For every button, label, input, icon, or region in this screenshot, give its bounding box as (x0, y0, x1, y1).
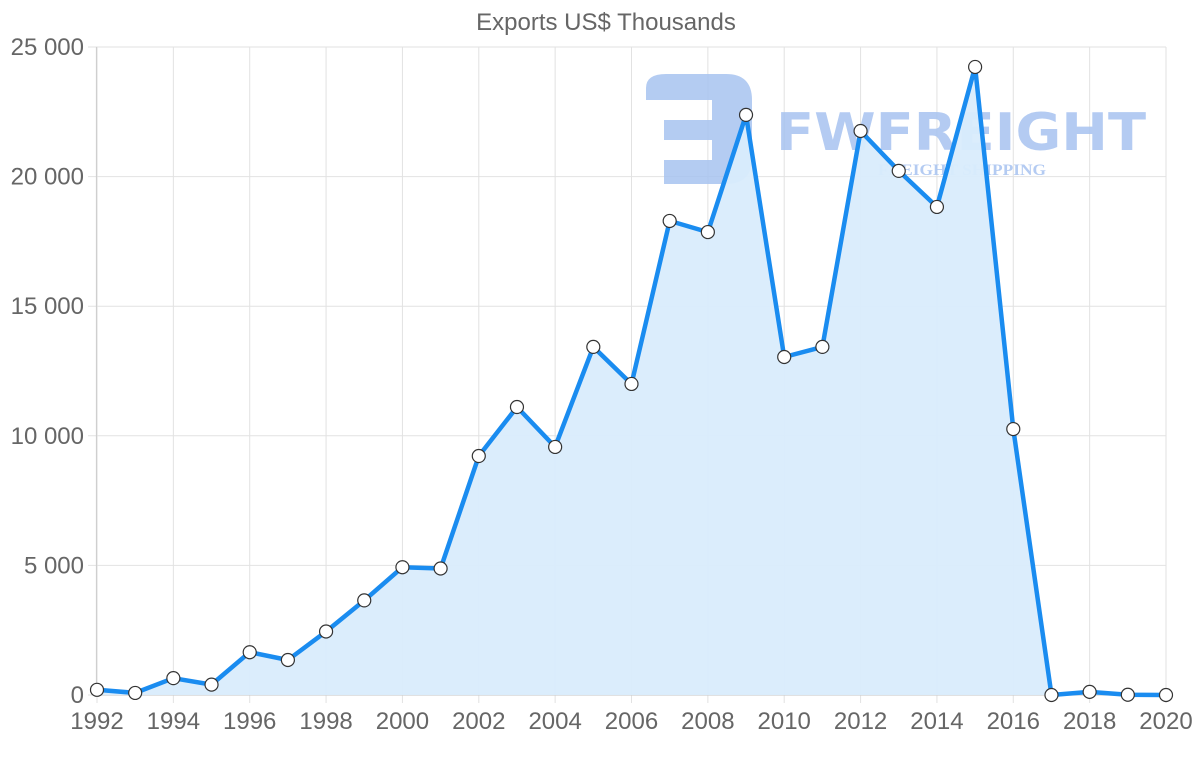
chart-title: Exports US$ Thousands (476, 9, 736, 36)
data-point-2008[interactable] (700, 224, 715, 240)
data-point-2009[interactable] (738, 107, 754, 123)
x-tick-label: 2018 (1063, 708, 1116, 735)
x-tick-label: 1998 (299, 708, 352, 735)
data-point-1997[interactable] (280, 652, 295, 668)
data-point-2014[interactable] (929, 199, 945, 215)
data-point-2000[interactable] (395, 560, 410, 575)
x-tick-label: 2004 (528, 708, 581, 735)
y-tick-label: 10 000 (11, 423, 84, 450)
x-tick-label: 2016 (987, 708, 1040, 735)
data-point-2019[interactable] (1120, 687, 1135, 702)
x-tick-label: 1992 (70, 708, 123, 735)
data-point-2010[interactable] (777, 349, 792, 365)
data-point-1994[interactable] (166, 671, 181, 686)
y-tick-label: 20 000 (11, 164, 84, 191)
data-point-2015[interactable] (968, 59, 983, 75)
data-point-2003[interactable] (509, 399, 525, 415)
data-point-2001[interactable] (433, 561, 448, 576)
x-tick-label: 2010 (758, 708, 811, 735)
data-point-2020[interactable] (1158, 687, 1174, 703)
data-point-2007[interactable] (662, 213, 677, 229)
data-point-1995[interactable] (204, 677, 219, 692)
data-point-1996[interactable] (242, 645, 257, 660)
data-point-2005[interactable] (586, 339, 601, 354)
data-point-2017[interactable] (1044, 687, 1059, 703)
data-point-2011[interactable] (815, 339, 830, 354)
data-points (89, 59, 1174, 703)
data-point-2006[interactable] (624, 376, 639, 392)
x-tick-label: 2002 (452, 708, 505, 735)
x-tick-label: 1996 (223, 708, 276, 735)
fwfreight-logo-icon (646, 74, 752, 184)
x-tick-label: 2012 (834, 708, 887, 735)
data-point-2012[interactable] (853, 123, 868, 139)
y-tick-label: 5 000 (24, 552, 84, 579)
data-point-1993[interactable] (128, 685, 143, 701)
x-tick-label: 2014 (910, 708, 963, 735)
data-point-2002[interactable] (471, 448, 486, 464)
x-tick-label: 2006 (605, 708, 658, 735)
x-tick-label: 1994 (147, 708, 200, 735)
data-point-1999[interactable] (357, 593, 372, 608)
y-tick-label: 25 000 (11, 34, 84, 61)
data-point-2018[interactable] (1082, 684, 1097, 699)
x-tick-label: 2008 (681, 708, 734, 735)
x-tick-label: 2020 (1139, 708, 1192, 735)
area-fill (97, 67, 1166, 695)
data-point-2004[interactable] (548, 439, 563, 455)
x-axis-labels: 1992 1994 1996 1998 2000 2002 2004 2006 2008 2010… (70, 708, 1192, 735)
y-axis-labels: 0 5 000 10 000 15 000 20 000 25 000 (11, 34, 84, 709)
x-tick-label: 2000 (376, 708, 429, 735)
data-point-2013[interactable] (891, 163, 906, 178)
y-tick-label: 0 (71, 682, 84, 709)
data-point-2016[interactable] (1006, 421, 1021, 437)
data-point-1998[interactable] (318, 624, 334, 639)
data-point-1992[interactable] (89, 682, 105, 697)
y-tick-label: 15 000 (11, 293, 84, 320)
